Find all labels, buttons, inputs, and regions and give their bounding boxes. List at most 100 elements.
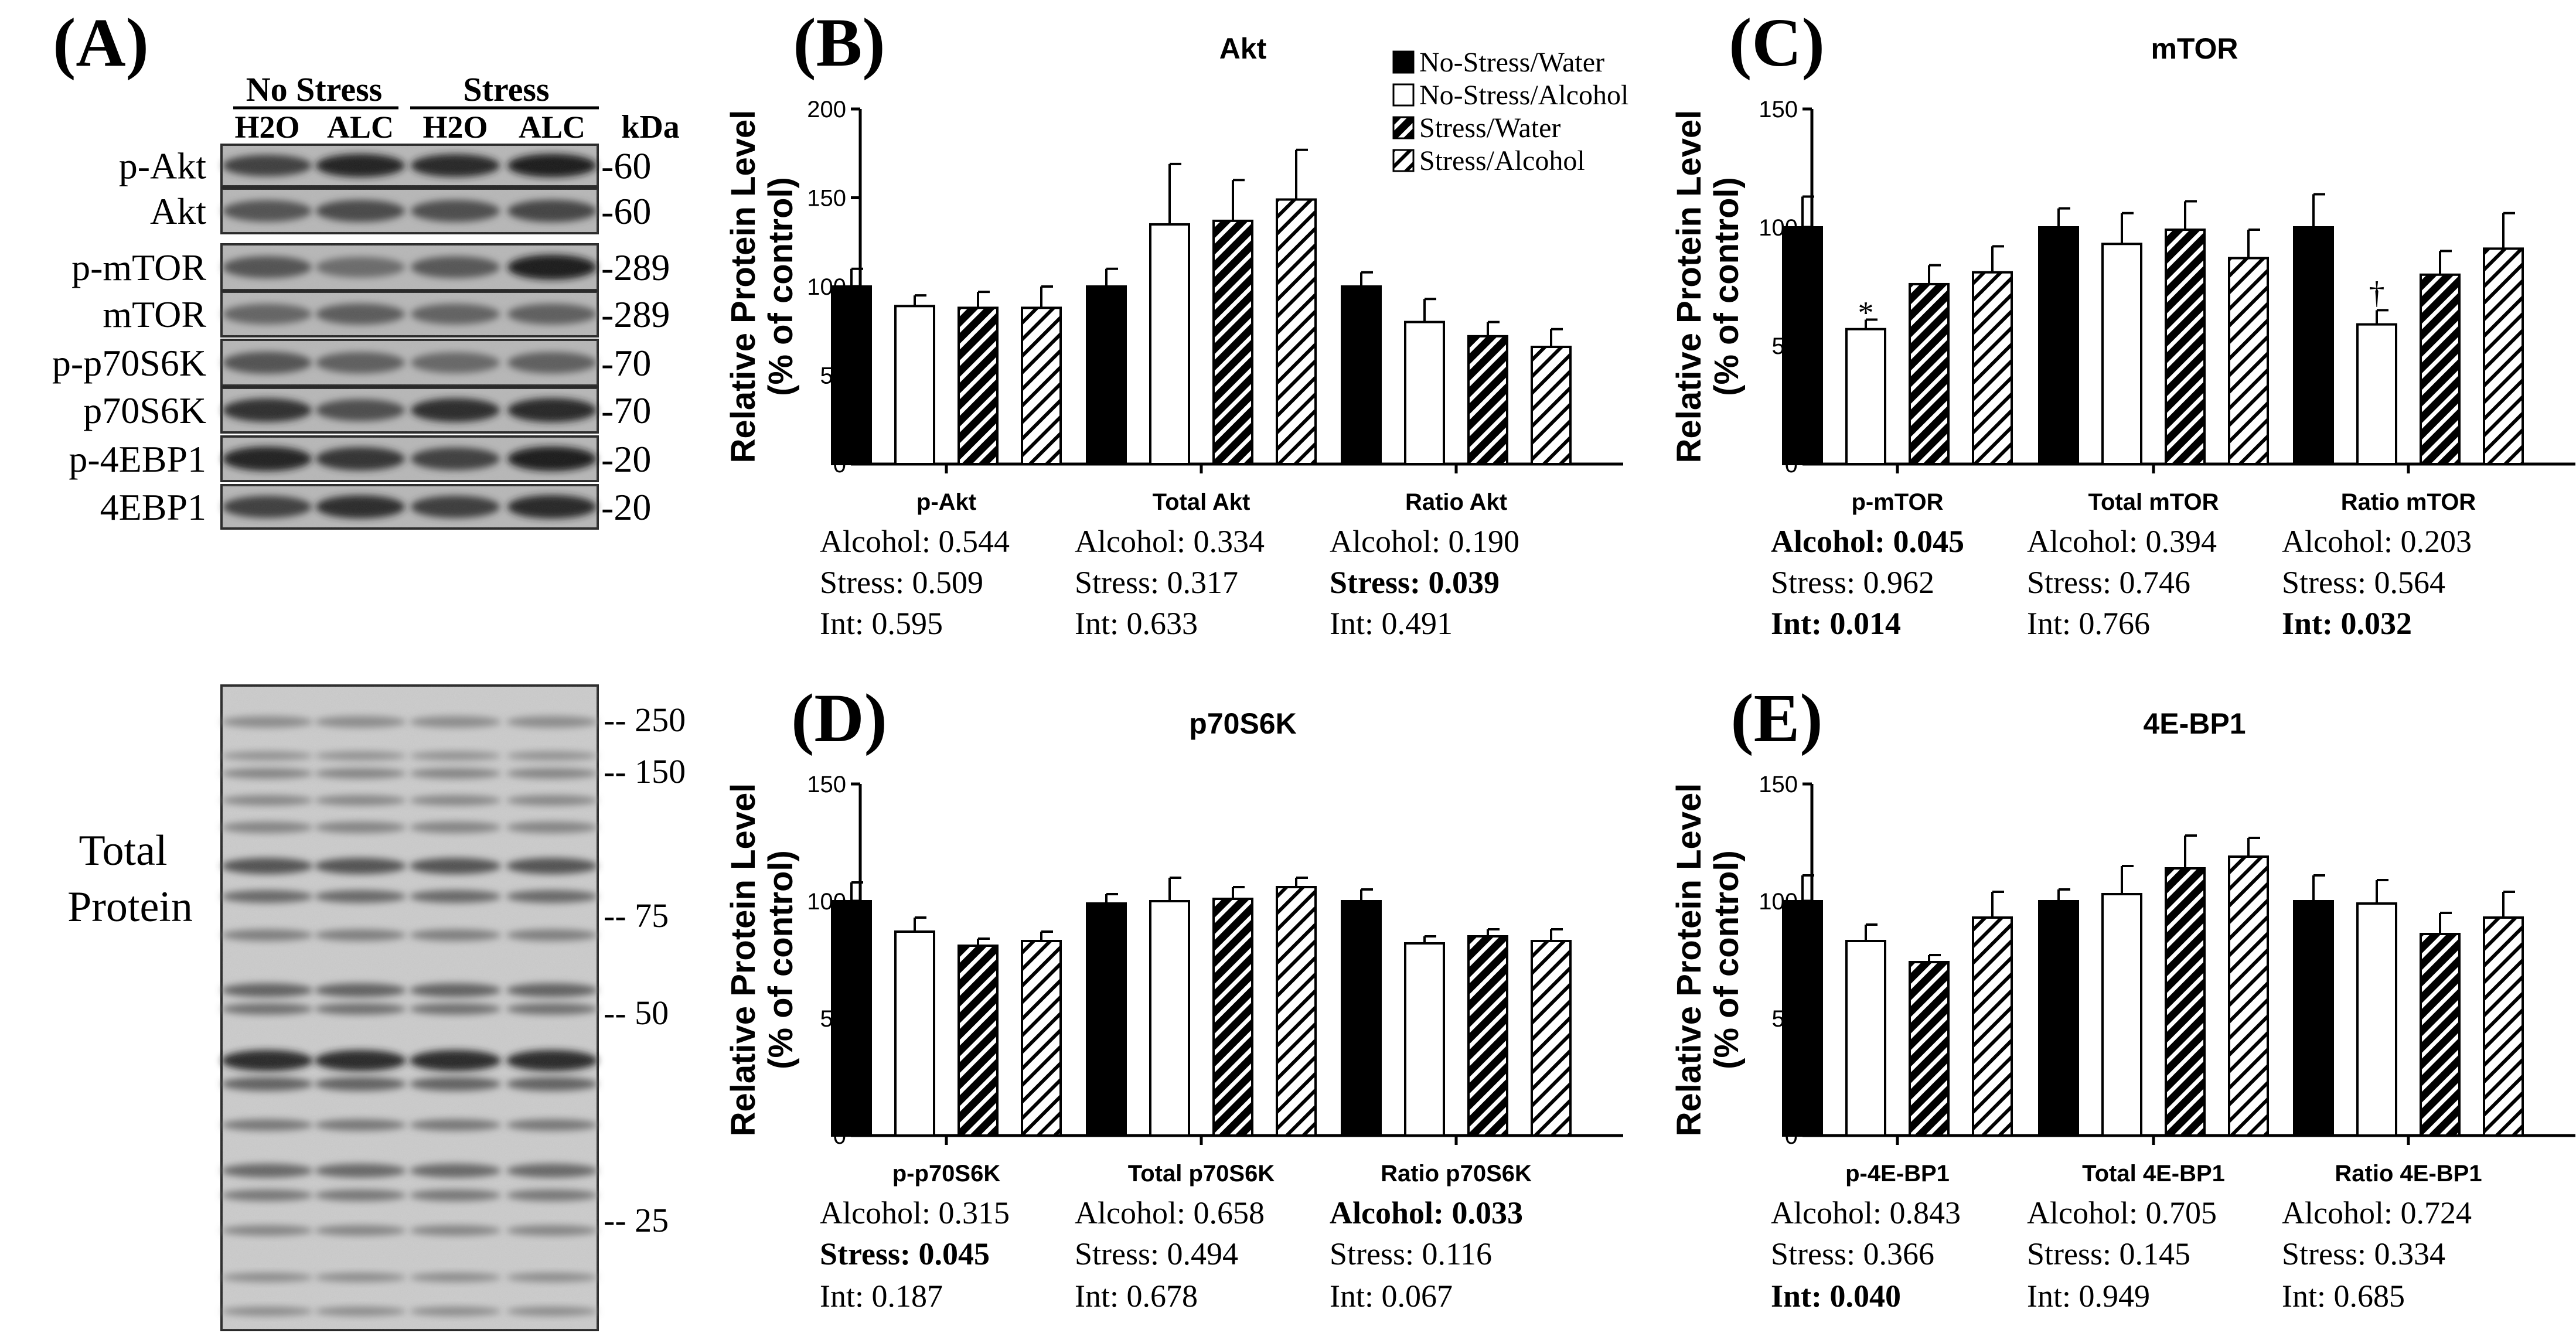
bar-stress-water-ratio-mtor xyxy=(2420,273,2461,465)
stat-text-total-mtor: Stress: 0.746 xyxy=(2027,565,2190,600)
bar-stress-water-ratio-akt xyxy=(1467,335,1508,466)
stat-text-p-p70s6k: Alcohol: 0.315 xyxy=(820,1195,1010,1230)
ladder-marker-25: -- 25 xyxy=(604,1201,669,1239)
blot-label-p-4ebp1: p-4EBP1 xyxy=(69,438,206,480)
group-label-no-stress: No Stress xyxy=(246,70,383,108)
significance-marker: † xyxy=(2369,275,2385,310)
bar-no-stress-alcohol-ratio-p70s6k xyxy=(1404,942,1445,1137)
legend-swatch-stress-water xyxy=(1392,116,1415,139)
blot-label-p-akt: p-Akt xyxy=(119,145,207,187)
blot-kda-p-akt: -60 xyxy=(601,145,651,187)
bar-stress-alcohol-p-p70s6k xyxy=(1021,940,1062,1137)
y-tick-label: 150 xyxy=(807,186,846,212)
total-protein-label-line-1: Total xyxy=(79,827,168,875)
stat-text-ratio-p70s6k: Stress: 0.116 xyxy=(1330,1236,1492,1271)
stat-text-p-mtor: Stress: 0.962 xyxy=(1771,565,1934,600)
legend-label-stress-water: Stress/Water xyxy=(1419,112,1560,144)
total-protein-gel xyxy=(220,684,599,1331)
stat-text-p-p70s6k: Stress: 0.045 xyxy=(820,1236,990,1271)
significance-marker: * xyxy=(1858,295,1874,330)
blot-grain xyxy=(222,145,598,186)
bar-no-stress-water-ratio-p70s6k xyxy=(1341,900,1382,1137)
x-tick-label-total-mtor: Total mTOR xyxy=(2088,489,2219,515)
x-tick-label-p-mtor: p-mTOR xyxy=(1851,489,1943,515)
blot-label-akt: Akt xyxy=(150,190,206,232)
bar-no-stress-water-ratio-akt xyxy=(1341,285,1382,465)
lane-label-stress-alc: ALC xyxy=(519,110,585,145)
blot-label-p-p70s6k: p-p70S6K xyxy=(52,342,206,384)
blot-kda-akt: -60 xyxy=(601,190,651,232)
bar-no-stress-water-total-4e-bp1 xyxy=(2038,900,2079,1137)
bar-no-stress-water-total-p70s6k xyxy=(1086,902,1127,1137)
blot-strip-4ebp1: 4EBP1 -20 xyxy=(100,484,651,530)
legend-label-no-stress-alcohol: No-Stress/Alcohol xyxy=(1419,80,1628,111)
panel-letter-p70s6k: (D) xyxy=(791,680,887,756)
lane-label-stress-h2o: H2O xyxy=(422,110,488,145)
panel-a-western-blot: (A) No Stress Stress H2O ALC H2O ALC kDa… xyxy=(52,4,686,1331)
blot-label-4ebp1: 4EBP1 xyxy=(100,486,206,528)
chart-p70s6k: (D) p70S6K Relative Protein Level (% of con… xyxy=(724,680,1623,1314)
x-tick-label-p-4e-bp1: p-4E-BP1 xyxy=(1845,1161,1950,1187)
stat-text-p-4e-bp1: Int: 0.040 xyxy=(1771,1279,1901,1314)
x-tick-label-ratio-4e-bp1: Ratio 4E-BP1 xyxy=(2335,1161,2482,1187)
panel-letter-mtor: (C) xyxy=(1729,4,1825,81)
legend: No-Stress/Water No-Stress/Alcohol Stress… xyxy=(1392,47,1628,176)
panel-letter-4e-bp1: (E) xyxy=(1730,680,1822,756)
bar-stress-alcohol-ratio-mtor xyxy=(2483,247,2524,465)
panel-a-letter: (A) xyxy=(53,4,149,81)
bar-no-stress-alcohol-p-akt xyxy=(894,305,935,466)
bar-stress-alcohol-ratio-p70s6k xyxy=(1531,940,1572,1137)
bar-stress-alcohol-p-mtor xyxy=(1972,271,2013,465)
stat-text-ratio-akt: Int: 0.491 xyxy=(1330,606,1453,641)
bar-no-stress-alcohol-ratio-4e-bp1 xyxy=(2356,902,2397,1137)
stat-text-ratio-akt: Stress: 0.039 xyxy=(1330,565,1500,600)
blot-strip-p-akt: p-Akt -60 xyxy=(119,144,651,187)
y-axis-label-line-1: Relative Protein Level xyxy=(1670,783,1708,1137)
stat-text-total-p70s6k: Stress: 0.494 xyxy=(1075,1236,1238,1271)
blot-label-p-mtor: p-mTOR xyxy=(71,247,206,288)
bar-no-stress-water-p-mtor xyxy=(1782,226,1823,465)
bar-no-stress-alcohol-total-akt xyxy=(1149,223,1190,465)
lane-label-nostress-h2o: H2O xyxy=(234,110,299,145)
y-tick-label: 200 xyxy=(807,97,846,122)
ladder-marker-50: -- 50 xyxy=(604,994,669,1032)
bar-stress-water-total-p70s6k xyxy=(1212,898,1253,1137)
stat-text-p-akt: Alcohol: 0.544 xyxy=(820,524,1010,559)
bar-no-stress-alcohol-p-mtor xyxy=(1845,328,1886,465)
bar-stress-water-total-mtor xyxy=(2165,229,2206,465)
kda-label: kDa xyxy=(621,109,680,145)
blot-grain xyxy=(222,485,598,529)
bar-stress-water-total-akt xyxy=(1212,219,1253,465)
blot-grain xyxy=(222,189,598,233)
blot-kda-mtor: -289 xyxy=(601,294,670,335)
chart-title-p70s6k: p70S6K xyxy=(1189,707,1296,740)
bar-no-stress-water-total-akt xyxy=(1086,285,1127,465)
y-axis-label-line-2: (% of control) xyxy=(1708,177,1746,396)
blot-label-mtor: mTOR xyxy=(103,294,206,335)
blot-grain xyxy=(222,388,598,432)
blot-label-p70s6k: p70S6K xyxy=(83,390,206,431)
bar-no-stress-water-ratio-4e-bp1 xyxy=(2293,900,2334,1137)
y-axis-label-line-2: (% of control) xyxy=(762,850,800,1069)
ladder-marker-150: -- 150 xyxy=(604,752,686,790)
y-axis-label-line-1: Relative Protein Level xyxy=(724,110,762,463)
bar-stress-alcohol-total-p70s6k xyxy=(1276,886,1317,1137)
stat-text-p-mtor: Int: 0.014 xyxy=(1771,606,1901,641)
bar-stress-water-p-mtor xyxy=(1909,282,1950,465)
stat-text-total-4e-bp1: Stress: 0.145 xyxy=(2027,1236,2190,1271)
stat-text-total-4e-bp1: Int: 0.949 xyxy=(2027,1279,2150,1314)
x-tick-label-total-p70s6k: Total p70S6K xyxy=(1128,1161,1275,1187)
blot-kda-4ebp1: -20 xyxy=(601,486,651,528)
chart-title-4e-bp1: 4E-BP1 xyxy=(2143,707,2246,740)
bar-no-stress-water-p-p70s6k xyxy=(831,900,872,1137)
bar-stress-alcohol-total-mtor xyxy=(2228,257,2269,465)
bar-no-stress-water-p-akt xyxy=(831,285,872,465)
stat-text-ratio-p70s6k: Alcohol: 0.033 xyxy=(1330,1195,1523,1230)
blot-strip-p-p70s6k: p-p70S6K -70 xyxy=(52,339,651,387)
stat-text-ratio-4e-bp1: Alcohol: 0.724 xyxy=(2282,1195,2472,1230)
lane-label-nostress-alc: ALC xyxy=(327,110,394,145)
stat-text-total-4e-bp1: Alcohol: 0.705 xyxy=(2027,1195,2217,1230)
stat-text-total-mtor: Int: 0.766 xyxy=(2027,606,2150,641)
